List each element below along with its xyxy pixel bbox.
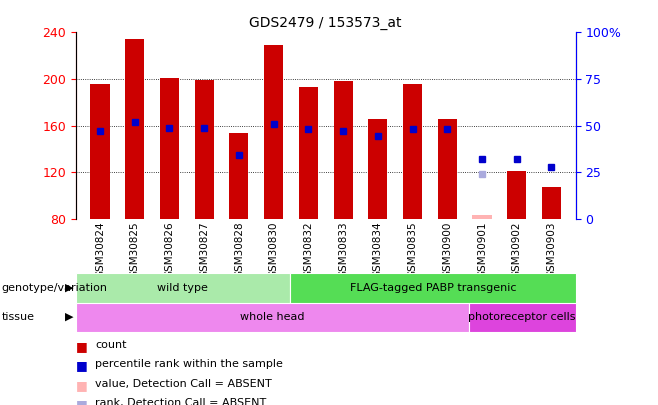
Text: GSM30903: GSM30903 — [546, 222, 557, 278]
Bar — [125, 39, 144, 219]
Text: ■: ■ — [76, 340, 88, 353]
Text: GSM30825: GSM30825 — [130, 222, 139, 278]
Text: ■: ■ — [76, 398, 88, 405]
Text: GSM30835: GSM30835 — [407, 222, 418, 278]
Text: GSM30827: GSM30827 — [199, 222, 209, 278]
Bar — [403, 83, 422, 219]
Bar — [160, 78, 179, 219]
Bar — [368, 119, 388, 219]
Bar — [290, 273, 576, 303]
Bar — [76, 303, 468, 332]
Bar — [264, 45, 283, 219]
Text: ▶: ▶ — [64, 312, 73, 322]
Bar — [507, 171, 526, 219]
Text: GSM30824: GSM30824 — [95, 222, 105, 278]
Text: wild type: wild type — [157, 283, 209, 293]
Text: GSM30830: GSM30830 — [268, 222, 278, 278]
Bar — [438, 119, 457, 219]
Text: tissue: tissue — [1, 312, 34, 322]
Bar — [195, 80, 214, 219]
Text: GSM30833: GSM30833 — [338, 222, 348, 278]
Text: FLAG-tagged PABP transgenic: FLAG-tagged PABP transgenic — [349, 283, 516, 293]
Text: GSM30834: GSM30834 — [373, 222, 383, 278]
Text: GSM30900: GSM30900 — [442, 222, 452, 278]
Bar — [542, 187, 561, 219]
Text: GSM30828: GSM30828 — [234, 222, 244, 278]
Text: value, Detection Call = ABSENT: value, Detection Call = ABSENT — [95, 379, 272, 389]
Text: GSM30902: GSM30902 — [512, 222, 522, 278]
Bar — [299, 87, 318, 219]
Bar — [472, 215, 492, 219]
Text: ▶: ▶ — [64, 283, 73, 293]
Text: percentile rank within the sample: percentile rank within the sample — [95, 359, 284, 369]
Text: GSM30901: GSM30901 — [477, 222, 487, 278]
Bar — [76, 273, 290, 303]
Bar — [90, 83, 109, 219]
Text: ■: ■ — [76, 359, 88, 372]
Text: GSM30832: GSM30832 — [303, 222, 313, 278]
Text: genotype/variation: genotype/variation — [1, 283, 107, 293]
Bar — [334, 81, 353, 219]
Text: GSM30826: GSM30826 — [164, 222, 174, 278]
Text: count: count — [95, 340, 127, 350]
Text: ■: ■ — [76, 379, 88, 392]
Text: photoreceptor cells: photoreceptor cells — [468, 312, 576, 322]
Text: whole head: whole head — [240, 312, 305, 322]
Title: GDS2479 / 153573_at: GDS2479 / 153573_at — [249, 16, 402, 30]
Text: rank, Detection Call = ABSENT: rank, Detection Call = ABSENT — [95, 398, 266, 405]
Bar — [230, 132, 249, 219]
Bar — [468, 303, 576, 332]
